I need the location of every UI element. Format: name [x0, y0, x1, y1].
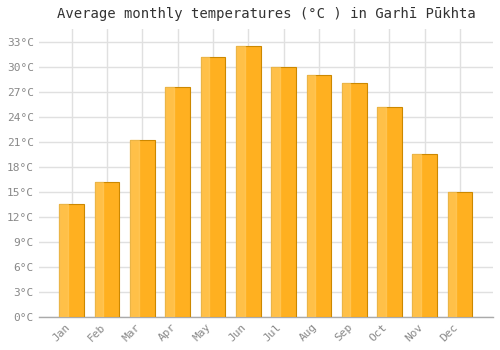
- Bar: [271, 66, 296, 317]
- Bar: [236, 46, 244, 317]
- Bar: [200, 57, 226, 317]
- Bar: [166, 88, 190, 317]
- Bar: [200, 57, 209, 317]
- Bar: [166, 88, 174, 317]
- Bar: [412, 154, 437, 317]
- Bar: [448, 192, 472, 317]
- Bar: [94, 182, 104, 317]
- Bar: [377, 107, 402, 317]
- Bar: [271, 66, 280, 317]
- Bar: [342, 83, 366, 317]
- Bar: [377, 107, 386, 317]
- Bar: [448, 192, 456, 317]
- Bar: [236, 46, 260, 317]
- Bar: [60, 204, 84, 317]
- Bar: [130, 140, 155, 317]
- Title: Average monthly temperatures (°C ) in Garhī Pūkhta: Average monthly temperatures (°C ) in Ga…: [56, 7, 476, 21]
- Bar: [94, 182, 120, 317]
- Bar: [60, 204, 68, 317]
- Bar: [130, 140, 138, 317]
- Bar: [342, 83, 350, 317]
- Bar: [306, 75, 331, 317]
- Bar: [412, 154, 421, 317]
- Bar: [306, 75, 315, 317]
